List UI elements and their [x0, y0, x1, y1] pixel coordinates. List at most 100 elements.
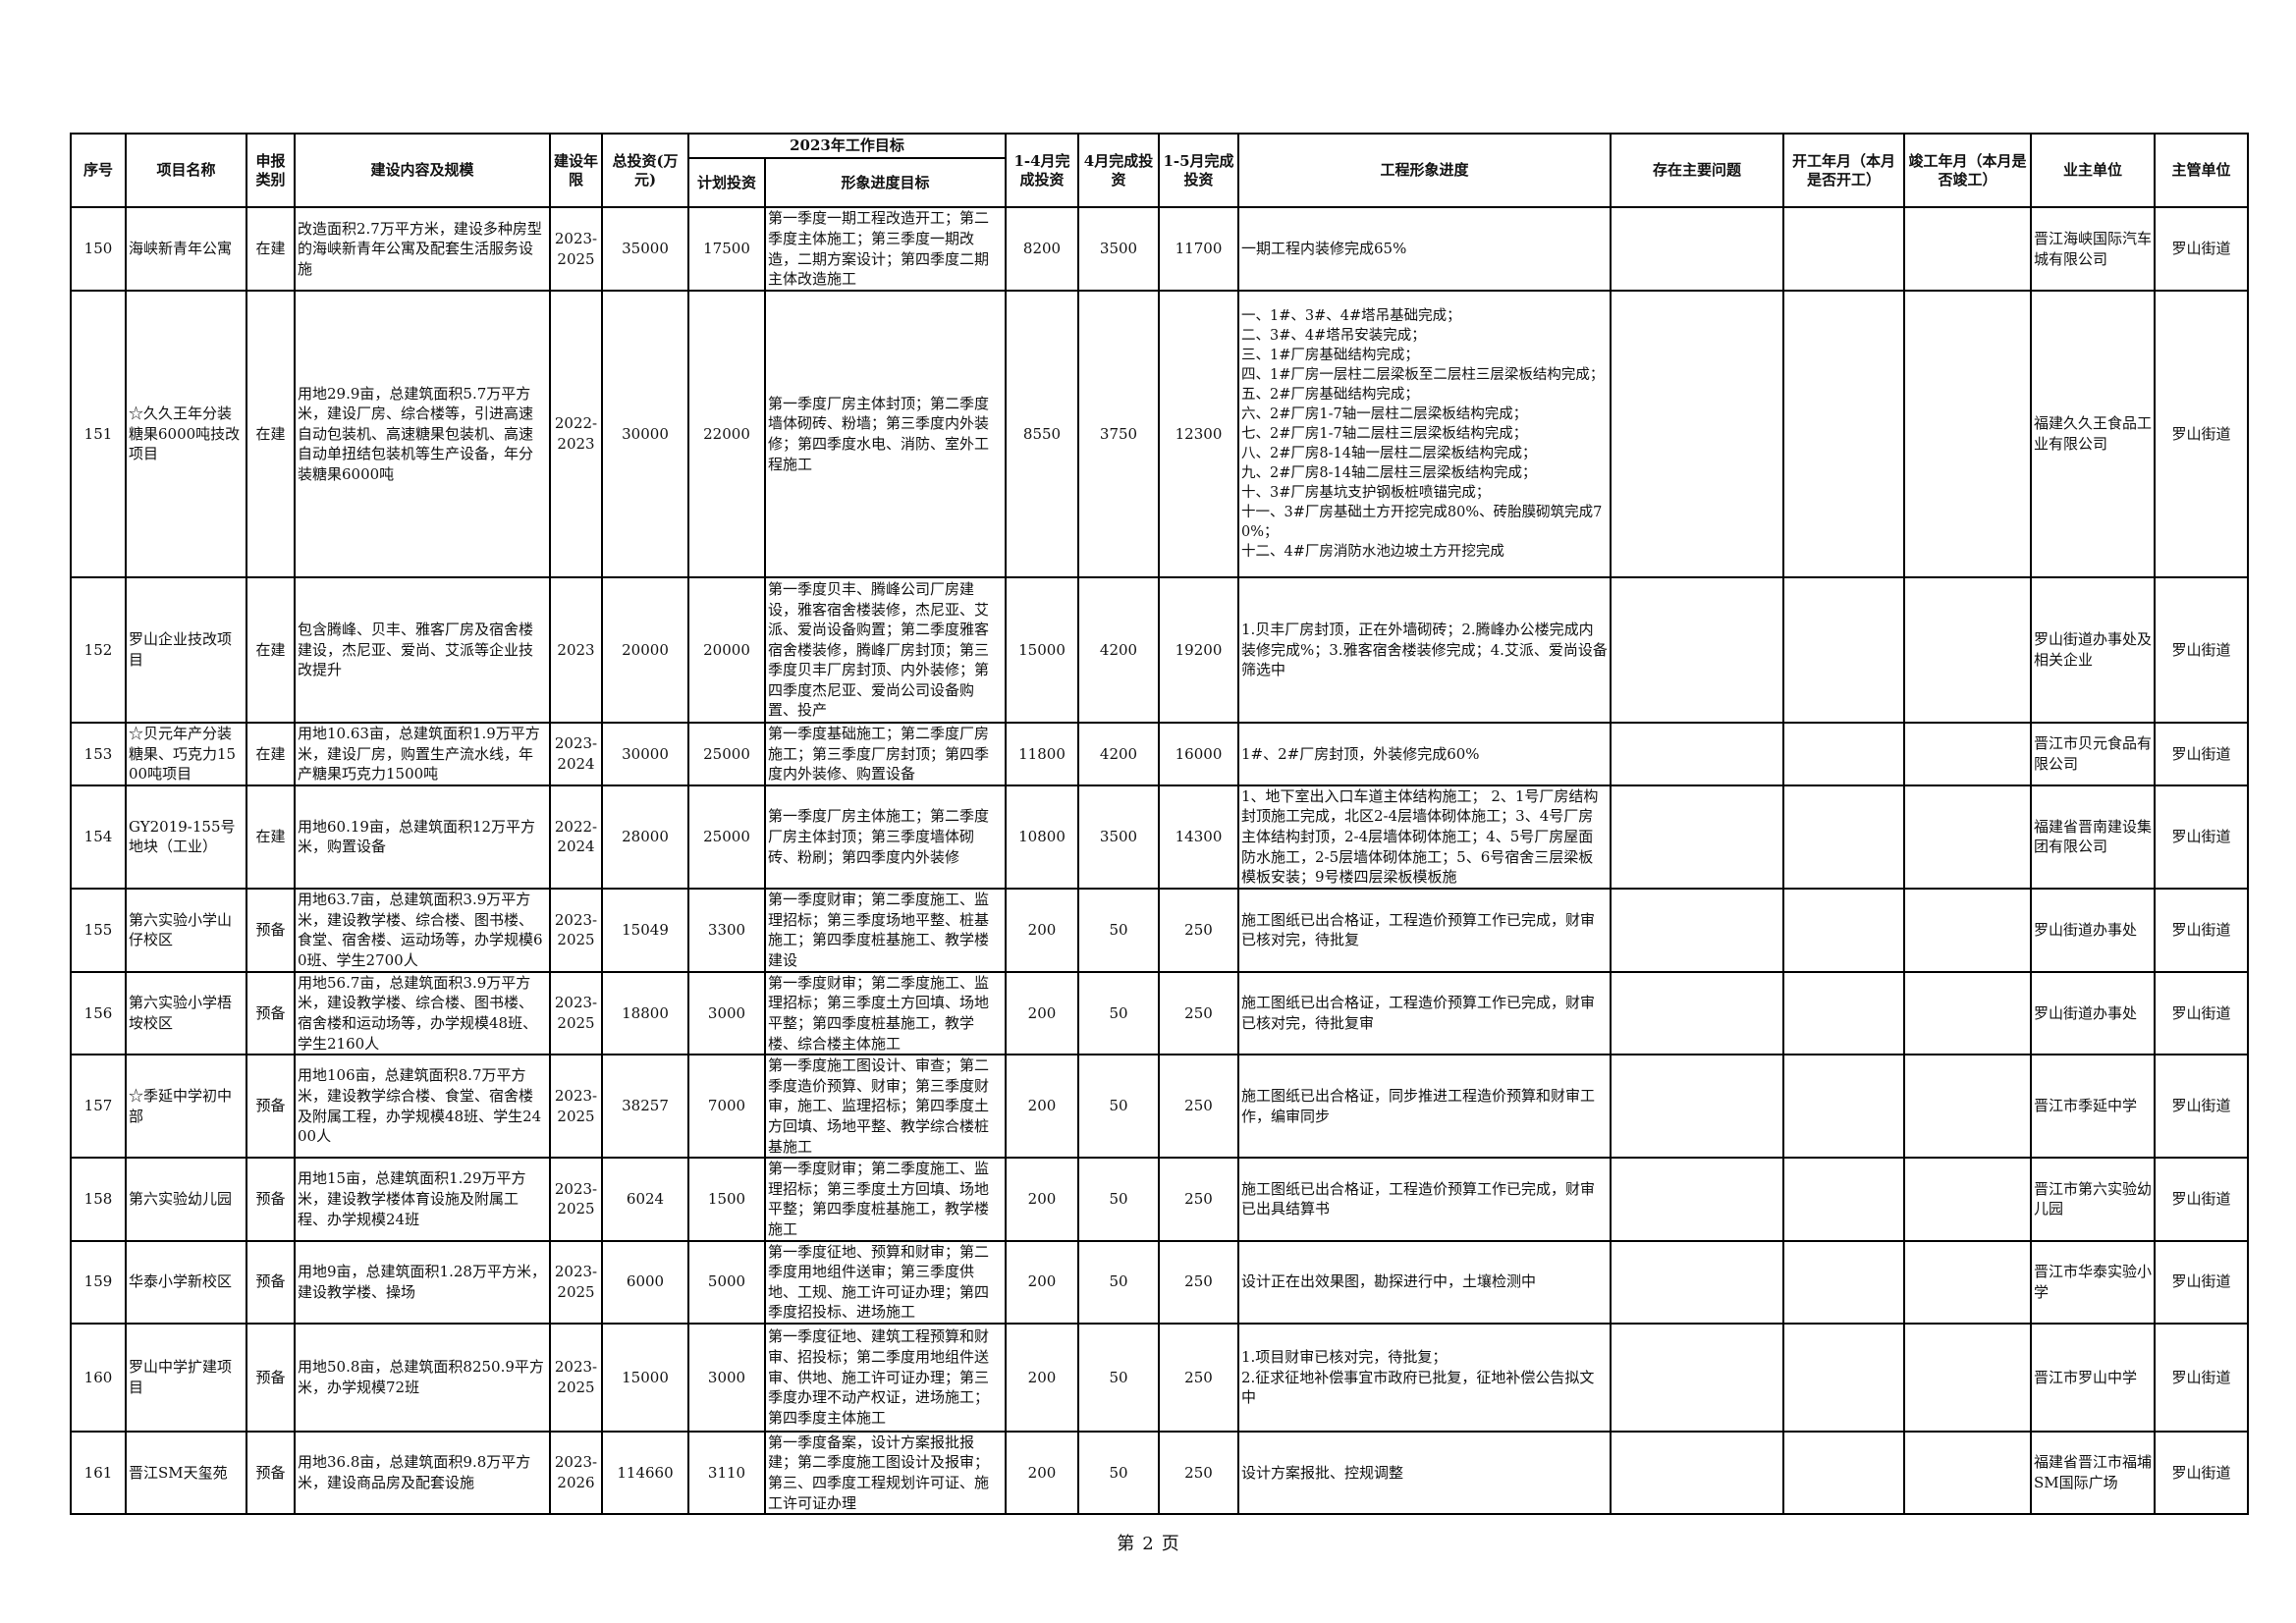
- cell-content: 用地106亩，总建筑面积8.7万平方米，建设教学综合楼、食堂、宿舍楼及附属工程，…: [294, 1054, 551, 1160]
- cell-jan-may: 250: [1158, 1322, 1239, 1433]
- cell-total: 6024: [601, 1157, 689, 1242]
- cell-progress: 1、地下室出入口车道主体结构施工； 2、1号厂房结构封顶施工完成，北区2-4层墙…: [1237, 784, 1612, 890]
- cell-progress: 一期工程内装修完成65%: [1237, 206, 1612, 292]
- cell-name: ☆贝元年产分装糖果、巧克力1500吨项目: [125, 722, 247, 786]
- cell-content: 用地60.19亩，总建筑面积12万平方米，购置设备: [294, 784, 551, 890]
- cell-goal: 第一季度贝丰、腾峰公司厂房建设，雅客宿舍楼装修，杰尼亚、艾派、爱尚设备购置；第二…: [764, 576, 1007, 724]
- table-row: 150 海峡新青年公寓 在建 改造面积2.7万平方米，建设多种房型的海峡新青年公寓及配…: [70, 206, 2249, 292]
- cell-period: 2023-2024: [549, 722, 603, 786]
- cell-goal: 第一季度财审；第二季度施工、监理招标；第三季度土方回填、场地平整；第四季度桩基施…: [764, 970, 1007, 1056]
- cell-start: [1782, 576, 1905, 724]
- cell-content: 用地10.63亩，总建筑面积1.9万平方米，建设厂房，购置生产流水线，年产糖果巧…: [294, 722, 551, 786]
- cell-content: 用地50.8亩，总建筑面积8250.9平方米，办学规模72班: [294, 1322, 551, 1433]
- cell-name: GY2019-155号地块（工业）: [125, 784, 247, 890]
- cell-goal: 第一季度施工图设计、审查；第二季度造价预算、财审；第三季度财审，施工、监理招标；…: [764, 1054, 1007, 1160]
- cell-issues: [1610, 290, 1784, 578]
- cell-supervisor: 罗山街道: [2154, 887, 2249, 973]
- cell-finish: [1903, 1430, 2032, 1516]
- cell-type: 预备: [246, 1157, 296, 1242]
- cell-total: 18800: [601, 970, 689, 1056]
- cell-goal: 第一季度一期工程改造开工；第二季度主体施工；第三季度一期改造，二期方案设计；第四…: [764, 206, 1007, 292]
- cell-progress: 施工图纸已出合格证，工程造价预算工作已完成，财审已核对完，待批复: [1237, 887, 1612, 973]
- cell-name: ☆久久王年分装糖果6000吨技改项目: [125, 290, 247, 578]
- cell-supervisor: 罗山街道: [2154, 1239, 2249, 1325]
- cell-goal: 第一季度征地、建筑工程预算和财审、招投标；第二季度用地组件送审、供地、施工许可证…: [764, 1322, 1007, 1433]
- cell-issues: [1610, 784, 1784, 890]
- cell-supervisor: 罗山街道: [2154, 206, 2249, 292]
- cell-supervisor: 罗山街道: [2154, 1157, 2249, 1242]
- cell-progress: 1.项目财审已核对完，待批复； 2.征求征地补偿事宜市政府已批复，征地补偿公告拟…: [1237, 1322, 1612, 1433]
- header-owner: 业主单位: [2030, 133, 2156, 208]
- header-apr: 4月完成投资: [1077, 133, 1160, 208]
- cell-total: 30000: [601, 722, 689, 786]
- cell-jan-may: 250: [1158, 1157, 1239, 1242]
- table-row: 153 ☆贝元年产分装糖果、巧克力1500吨项目 在建 用地10.63亩，总建筑面积1…: [70, 722, 2249, 786]
- cell-issues: [1610, 1157, 1784, 1242]
- cell-plan: 1500: [687, 1157, 766, 1242]
- cell-finish: [1903, 722, 2032, 786]
- cell-start: [1782, 970, 1905, 1056]
- cell-total: 15000: [601, 1322, 689, 1433]
- header-issues: 存在主要问题: [1610, 133, 1784, 208]
- cell-owner: 晋江海峡国际汽车城有限公司: [2030, 206, 2156, 292]
- cell-apr: 3500: [1077, 784, 1160, 890]
- cell-jan-apr: 8200: [1005, 206, 1079, 292]
- cell-finish: [1903, 576, 2032, 724]
- cell-apr: 50: [1077, 1054, 1160, 1160]
- cell-period: 2023-2025: [549, 1054, 603, 1160]
- header-type: 申报类别: [246, 133, 296, 208]
- cell-owner: 晋江市罗山中学: [2030, 1322, 2156, 1433]
- page-number: 2: [1142, 1534, 1154, 1554]
- cell-plan: 5000: [687, 1239, 766, 1325]
- table-body: 150 海峡新青年公寓 在建 改造面积2.7万平方米，建设多种房型的海峡新青年公寓及配…: [70, 206, 2249, 1516]
- cell-jan-apr: 10800: [1005, 784, 1079, 890]
- cell-name: 海峡新青年公寓: [125, 206, 247, 292]
- cell-progress: 1#、2#厂房封顶，外装修完成60%: [1237, 722, 1612, 786]
- page-suffix: 页: [1161, 1534, 1179, 1554]
- cell-type: 在建: [246, 576, 296, 724]
- cell-seq: 160: [70, 1322, 127, 1433]
- cell-finish: [1903, 784, 2032, 890]
- cell-type: 预备: [246, 1054, 296, 1160]
- cell-content: 用地63.7亩，总建筑面积3.9万平方米，建设教学楼、综合楼、图书楼、食堂、宿舍…: [294, 887, 551, 973]
- cell-start: [1782, 1322, 1905, 1433]
- cell-period: 2023-2025: [549, 970, 603, 1056]
- cell-goal: 第一季度财审；第二季度施工、监理招标；第三季度土方回填、场地平整；第四季度桩基施…: [764, 1157, 1007, 1242]
- cell-supervisor: 罗山街道: [2154, 970, 2249, 1056]
- cell-period: 2023-2025: [549, 1157, 603, 1242]
- cell-total: 35000: [601, 206, 689, 292]
- cell-finish: [1903, 970, 2032, 1056]
- cell-start: [1782, 206, 1905, 292]
- cell-plan: 22000: [687, 290, 766, 578]
- cell-owner: 福建省晋南建设集团有限公司: [2030, 784, 2156, 890]
- cell-name: 第六实验小学梧垵校区: [125, 970, 247, 1056]
- cell-type: 预备: [246, 1322, 296, 1433]
- cell-jan-may: 250: [1158, 1430, 1239, 1516]
- cell-plan: 17500: [687, 206, 766, 292]
- table-row: 152 罗山企业技改项目 在建 包含腾峰、贝丰、雅客厂房及宿舍楼建设，杰尼亚、爱尚、艾…: [70, 576, 2249, 724]
- project-table: 序号 项目名称 申报类别 建设内容及规模 建设年限 总投资(万元) 2023年工…: [70, 133, 2249, 1516]
- cell-jan-apr: 11800: [1005, 722, 1079, 786]
- cell-type: 在建: [246, 206, 296, 292]
- cell-total: 28000: [601, 784, 689, 890]
- cell-apr: 50: [1077, 1430, 1160, 1516]
- cell-period: 2023: [549, 576, 603, 724]
- cell-apr: 50: [1077, 887, 1160, 973]
- cell-jan-apr: 200: [1005, 1322, 1079, 1433]
- cell-jan-apr: 200: [1005, 970, 1079, 1056]
- cell-jan-may: 250: [1158, 1054, 1239, 1160]
- cell-content: 用地29.9亩，总建筑面积5.7万平方米，建设厂房、综合楼等，引进高速自动包装机…: [294, 290, 551, 578]
- cell-content: 改造面积2.7万平方米，建设多种房型的海峡新青年公寓及配套生活服务设施: [294, 206, 551, 292]
- cell-content: 用地56.7亩，总建筑面积3.9万平方米，建设教学楼、综合楼、图书楼、宿舍楼和运…: [294, 970, 551, 1056]
- cell-plan: 20000: [687, 576, 766, 724]
- cell-goal: 第一季度征地、预算和财审；第二季度用地组件送审；第三季度供地、工规、施工许可证办…: [764, 1239, 1007, 1325]
- header-name: 项目名称: [125, 133, 247, 208]
- cell-jan-may: 14300: [1158, 784, 1239, 890]
- cell-start: [1782, 290, 1905, 578]
- header-plan: 计划投资: [687, 157, 766, 208]
- cell-jan-may: 250: [1158, 887, 1239, 973]
- cell-jan-apr: 15000: [1005, 576, 1079, 724]
- cell-issues: [1610, 206, 1784, 292]
- cell-plan: 25000: [687, 784, 766, 890]
- cell-seq: 158: [70, 1157, 127, 1242]
